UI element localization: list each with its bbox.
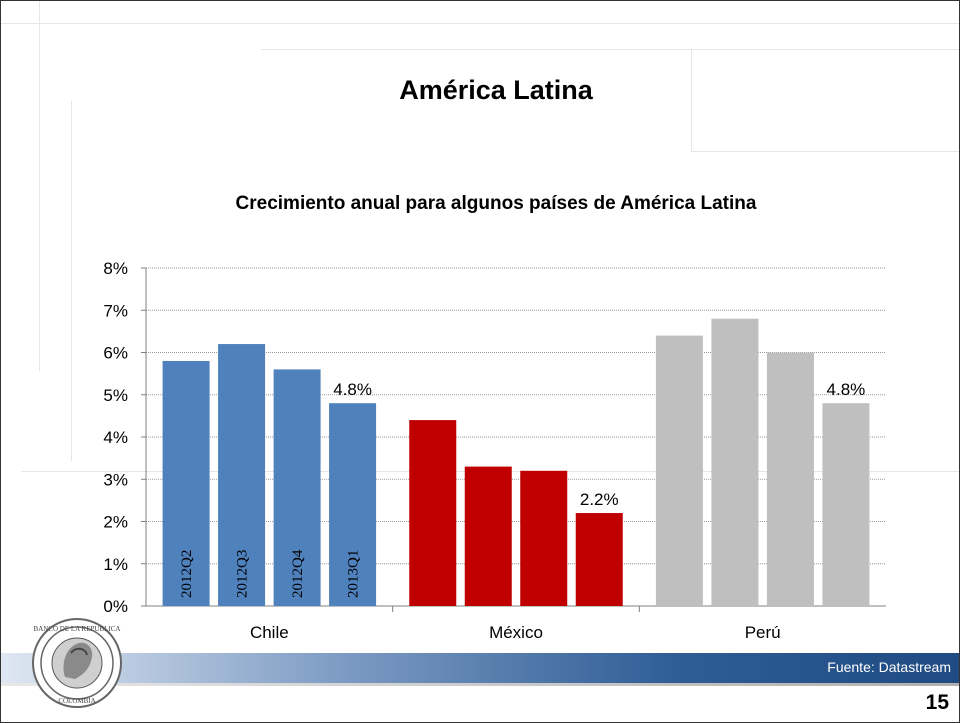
y-tick-label: 3% — [103, 470, 128, 489]
period-label: 2012Q2 — [179, 550, 195, 598]
page-number: 15 — [925, 691, 949, 714]
decor-line — [691, 49, 692, 151]
decor-line — [691, 151, 959, 152]
bar-México-2012Q4 — [520, 470, 568, 606]
y-tick-label: 4% — [103, 428, 128, 447]
decor-line — [1, 23, 959, 24]
data-label: 4.8% — [827, 380, 866, 399]
period-label: 2012Q4 — [290, 549, 306, 598]
chart-title: Crecimiento anual para algunos países de… — [235, 193, 757, 214]
y-tick-label: 1% — [103, 555, 128, 574]
bar-México-2012Q2 — [409, 420, 457, 606]
category-label: Perú — [745, 623, 781, 642]
bar-México-2013Q1 — [575, 513, 623, 606]
bar-Perú-2013Q1 — [822, 403, 870, 606]
data-label: 4.8% — [333, 380, 372, 399]
bar-chart: 0% 1% 2% 3% 4% 5% 6% 7% 8% 2012Q2 2012Q3 2012Q4 2013… — [103, 259, 886, 642]
bar-Perú-2012Q4 — [766, 352, 814, 606]
bank-seal-logo: BANCO DE LA REPUBLICA COLOMBIA — [32, 618, 122, 708]
y-tick-label: 6% — [103, 344, 128, 363]
footer-line — [1, 683, 959, 686]
bar-Chile-2012Q3 — [218, 344, 266, 606]
bar-Perú-2012Q3 — [711, 318, 759, 606]
decor-line — [39, 1, 40, 371]
svg-text:BANCO DE LA REPUBLICA: BANCO DE LA REPUBLICA — [34, 625, 121, 633]
source-label: Fuente: Datastream — [827, 659, 951, 675]
y-tick-label: 8% — [103, 259, 128, 278]
bar-Chile-2012Q2 — [162, 360, 210, 606]
bar-Chile-2013Q1 — [329, 403, 377, 606]
bar-Perú-2012Q2 — [655, 335, 703, 606]
bar-México-2012Q3 — [464, 466, 512, 606]
category-label: México — [489, 623, 543, 642]
slide-title: América Latina — [399, 75, 593, 105]
decor-line — [261, 49, 959, 50]
bar-Chile-2012Q4 — [273, 369, 321, 606]
footer-band — [1, 653, 959, 683]
category-label: Chile — [250, 623, 289, 642]
y-tick-label: 5% — [103, 386, 128, 405]
y-tick-label: 7% — [103, 301, 128, 320]
y-tick-label: 0% — [103, 597, 128, 616]
data-label: 2.2% — [580, 490, 619, 509]
decor-line — [71, 101, 72, 461]
period-label: 2013Q1 — [346, 550, 362, 598]
period-label: 2012Q3 — [235, 550, 251, 598]
svg-text:COLOMBIA: COLOMBIA — [58, 697, 95, 705]
y-tick-label: 2% — [103, 513, 128, 532]
